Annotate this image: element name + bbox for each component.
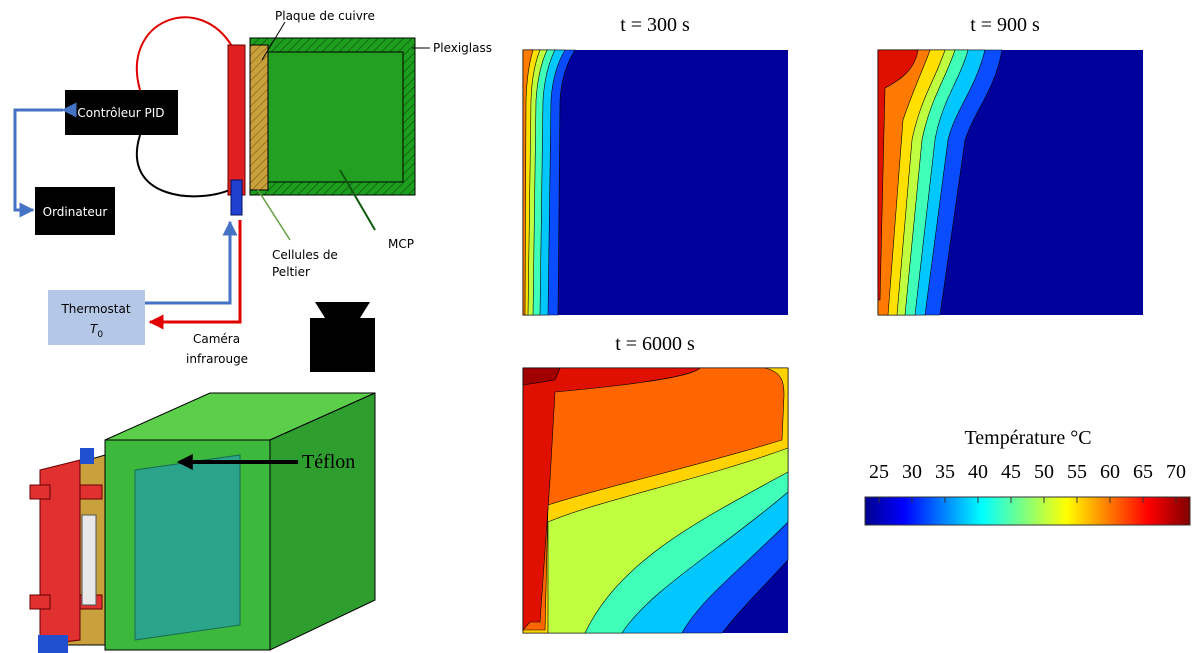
label: Peltier [272,265,310,279]
label: Plaque de cuivre [275,9,375,23]
colorbar-tick-label: 55 [1067,461,1087,483]
contour-plot [523,50,788,315]
leader [258,190,290,240]
subscript: 0 [97,330,103,340]
colorbar-tick-label: 35 [935,461,955,483]
camera [315,302,370,318]
colorbar-tick-label: 70 [1166,461,1186,483]
contour-plot [878,50,1143,315]
colorbar-tick-label: 50 [1034,461,1054,483]
colorbar-title: Température °C [964,427,1091,449]
connector [231,180,242,215]
mcp [268,52,403,182]
label: Thermostat [60,302,130,316]
label: Plexiglass [433,41,492,55]
colorbar-tick-label: 65 [1133,461,1153,483]
plot-title: t = 6000 s [615,333,695,355]
label: MCP [388,237,414,251]
label: Ordinateur [43,205,108,219]
wire [137,17,233,90]
label: Caméra [193,332,240,346]
label: Contrôleur PID [77,106,164,120]
plot-title: t = 300 s [620,14,690,36]
copper-plate [250,45,268,190]
colorbar-tick-label: 60 [1100,461,1120,483]
figure: Contrôleur PID Ordinateur Plaque de cuiv… [0,0,1200,653]
colorbar-scale [865,497,1190,525]
label: Cellules de [272,248,338,262]
camera [310,318,375,372]
colorbar-tick-label: 30 [902,461,922,483]
schematic: Contrôleur PID Ordinateur Plaque de cuiv… [15,9,492,372]
label: Téflon [302,451,355,473]
arrow [145,222,230,303]
peltier [228,45,245,195]
wire [137,135,234,196]
colorbar-tick-label: 40 [968,461,988,483]
contour-plot [523,368,788,633]
model-3d: Téflon [30,393,375,653]
plot-title: t = 900 s [970,14,1040,36]
arrow [150,220,240,322]
colorbar-tick-label: 25 [869,461,889,483]
colorbar-tick-label: 45 [1001,461,1021,483]
label: infrarouge [186,352,248,366]
